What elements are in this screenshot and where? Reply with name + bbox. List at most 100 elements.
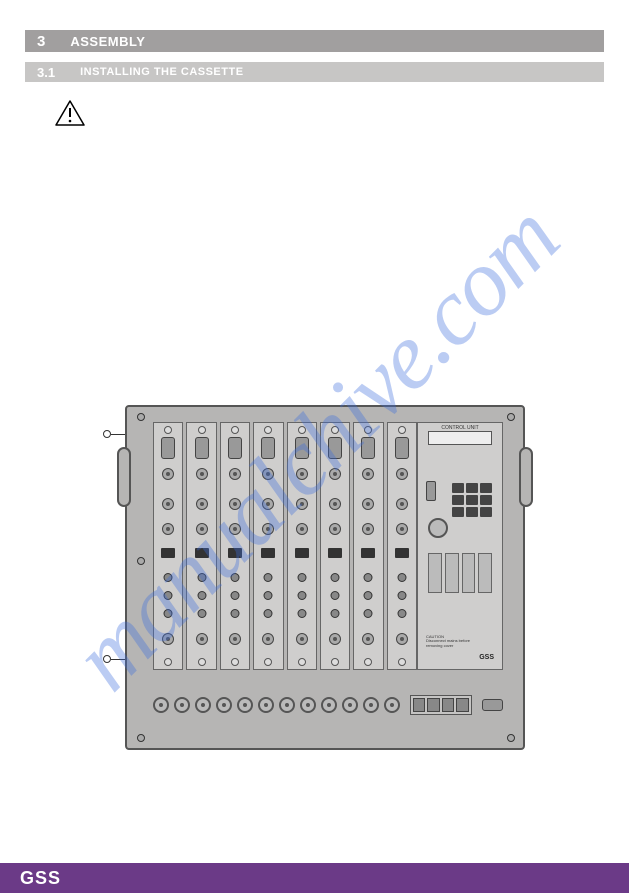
rack-handle-left (117, 447, 131, 507)
callout-1-marker (103, 430, 111, 438)
jack-connector (331, 573, 340, 582)
keypad-button (452, 495, 464, 505)
jack-connector (264, 573, 273, 582)
page-footer: GSS (0, 863, 629, 893)
bnc-connector (262, 523, 274, 535)
jack-connector (331, 609, 340, 618)
bottom-bnc-connector (321, 697, 337, 713)
card-slot (445, 553, 459, 593)
keypad-button (480, 495, 492, 505)
chassis: CONTROL UNIT CAUTIONDisconnect mains bef… (125, 405, 525, 750)
cassette-slot (220, 422, 250, 670)
bnc-connector (362, 523, 374, 535)
jack-connector (197, 609, 206, 618)
bnc-connector (362, 498, 374, 510)
control-warning-text: CAUTIONDisconnect mains beforeremoving c… (426, 635, 494, 649)
slot-serial-port (328, 437, 342, 459)
jack-connector (230, 609, 239, 618)
bnc-connector (329, 633, 341, 645)
slot-module-port (295, 548, 309, 558)
cassette-slot (186, 422, 216, 670)
jack-connector (230, 591, 239, 600)
bnc-connector (229, 523, 241, 535)
bnc-connector (329, 468, 341, 480)
bottom-bnc-connector (279, 697, 295, 713)
bnc-connector (362, 633, 374, 645)
bnc-connector (196, 468, 208, 480)
slot-module-port (261, 548, 275, 558)
control-knob (428, 518, 448, 538)
cassette-slot (320, 422, 350, 670)
bnc-connector (196, 523, 208, 535)
section-number: 3 (37, 33, 45, 50)
bnc-connector (162, 523, 174, 535)
jack-connector (397, 573, 406, 582)
bnc-connector (196, 498, 208, 510)
jack-connector (297, 591, 306, 600)
bnc-connector (396, 633, 408, 645)
keypad-button (452, 483, 464, 493)
bnc-connector (162, 468, 174, 480)
subsection-header: 3.1 INSTALLING THE CASSETTE (25, 62, 604, 82)
keypad-button (466, 483, 478, 493)
control-display (428, 431, 492, 445)
screw (137, 413, 145, 421)
jack-connector (297, 573, 306, 582)
bnc-connector (396, 498, 408, 510)
slot-module-port (328, 548, 342, 558)
control-card-slots (428, 553, 492, 593)
warning-icon (55, 100, 604, 131)
control-serial-port (426, 481, 436, 501)
section-title: ASSEMBLY (70, 34, 145, 49)
bottom-bnc-connector (174, 697, 190, 713)
jack-connector (297, 609, 306, 618)
bottom-bnc-connector (195, 697, 211, 713)
bnc-connector (396, 523, 408, 535)
jack-connector (230, 573, 239, 582)
subsection-number: 3.1 (37, 65, 55, 80)
jack-connector (364, 609, 373, 618)
cassette-slot (287, 422, 317, 670)
bnc-connector (262, 468, 274, 480)
footer-logo: GSS (20, 868, 61, 889)
callout-2-marker (103, 655, 111, 663)
bottom-bnc-connector (153, 697, 169, 713)
bnc-connector (196, 633, 208, 645)
bottom-bnc-connector (363, 697, 379, 713)
slot-serial-port (395, 437, 409, 459)
jack-connector (197, 591, 206, 600)
slot-serial-port (261, 437, 275, 459)
slot-serial-port (228, 437, 242, 459)
jack-connector (197, 573, 206, 582)
keypad-button (466, 495, 478, 505)
bnc-connector (296, 633, 308, 645)
bottom-bnc-connector (258, 697, 274, 713)
screw (137, 734, 145, 742)
bnc-connector (296, 498, 308, 510)
jack-connector (364, 573, 373, 582)
bnc-connector (229, 498, 241, 510)
cassette-slot (153, 422, 183, 670)
bottom-bnc-connector (216, 697, 232, 713)
control-keypad (452, 483, 494, 517)
bnc-connector (296, 468, 308, 480)
bottom-bnc-connector (237, 697, 253, 713)
bnc-connector (162, 633, 174, 645)
jack-connector (164, 573, 173, 582)
keypad-button (452, 507, 464, 517)
screw (507, 734, 515, 742)
bottom-connector-row (153, 680, 503, 730)
slot-module-port (195, 548, 209, 558)
bnc-connector (329, 523, 341, 535)
cassette-slot (353, 422, 383, 670)
rack-handle-right (519, 447, 533, 507)
control-panel: CONTROL UNIT CAUTIONDisconnect mains bef… (417, 422, 503, 670)
section-header: 3 ASSEMBLY (25, 30, 604, 52)
cassette-slot (387, 422, 417, 670)
jack-connector (364, 591, 373, 600)
bottom-switch-box (410, 695, 472, 715)
slot-serial-port (361, 437, 375, 459)
jack-connector (264, 609, 273, 618)
bnc-connector (229, 468, 241, 480)
jack-connector (164, 591, 173, 600)
